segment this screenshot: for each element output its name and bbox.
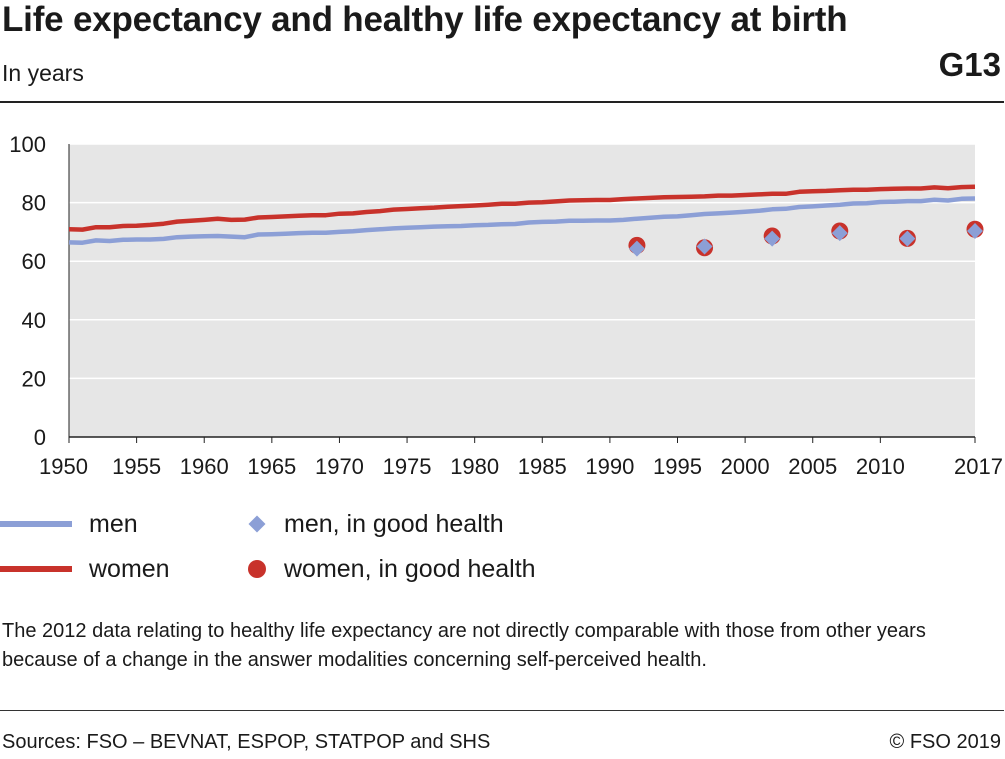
point-men-in-good-health [764,230,781,247]
x-tick-label: 1980 [450,454,499,479]
x-tick-label: 1975 [383,454,432,479]
point-men-in-good-health [967,223,983,240]
legend-label-men-good-health: men, in good health [284,510,504,538]
x-tick-label: 1990 [585,454,634,479]
life-expectancy-chart: 0 20 40 60 80 100 1950 1955 1960 1965 1970 1975 1980… [9,132,1003,479]
header-divider [0,101,1004,103]
y-tick-label: 60 [22,249,46,274]
y-tick-label: 20 [22,366,46,391]
legend-swatch-men [0,521,72,527]
y-tick-label: 80 [22,191,46,216]
x-tick-label: 1985 [518,454,567,479]
chart-subtitle: In years [2,60,84,86]
x-tick-label: 2010 [856,454,905,479]
x-tick-label: 1950 [39,454,88,479]
legend-label-women: women [89,555,170,583]
legend-label-men: men [89,510,138,538]
point-men-in-good-health [628,240,645,257]
y-tick-label: 100 [9,132,46,157]
y-tick-label: 0 [34,425,46,450]
point-men-in-good-health [899,230,916,247]
x-tick-label: 2000 [721,454,770,479]
footer-divider [0,710,1004,711]
x-tick-label: 1960 [180,454,229,479]
legend-diamond-men-good-health [248,515,266,533]
chart-title: Life expectancy and healthy life expecta… [2,0,848,39]
legend-dot-women-good-health [248,560,266,578]
legend-swatch-women [0,566,72,572]
footnote: The 2012 data relating to healthy life e… [2,620,926,671]
x-tick-label: 1995 [653,454,702,479]
copyright: © FSO 2019 [889,731,1001,753]
point-men-in-good-health [696,238,713,255]
legend-label-women-good-health: women, in good health [284,555,536,583]
plot-area [69,144,975,437]
series-line-women [68,184,976,232]
y-tick-label: 40 [22,308,46,333]
x-tick-label: 1955 [112,454,161,479]
point-men-in-good-health [831,225,848,242]
chart-code: G13 [938,46,1001,83]
x-tick-label: 1965 [247,454,296,479]
x-tick-label: 2017 [954,454,1003,479]
sources: Sources: FSO – BEVNAT, ESPOP, STATPOP an… [2,731,491,753]
x-tick-label: 1970 [315,454,364,479]
series-line-men [68,196,976,245]
x-tick-label: 2005 [788,454,837,479]
